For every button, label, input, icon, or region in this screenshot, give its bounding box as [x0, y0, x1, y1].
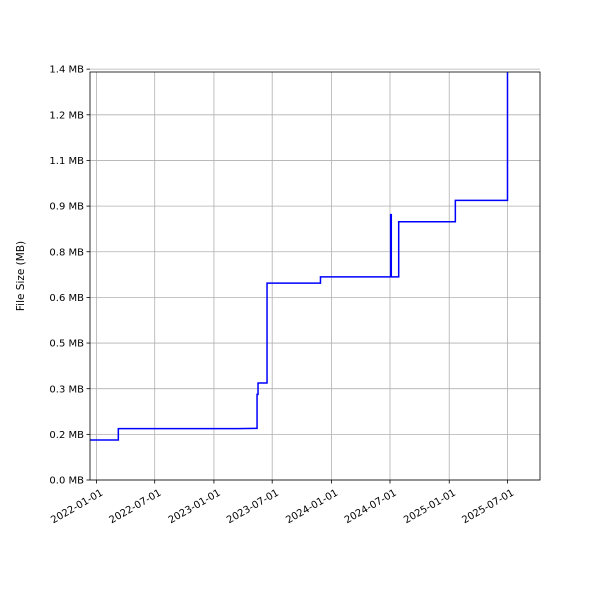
y-tick-label: 1.2 MB: [49, 110, 84, 121]
y-tick-label: 0.2 MB: [49, 430, 84, 441]
series-line-0: [90, 72, 509, 441]
y-tick-label: 1.4 MB: [49, 65, 84, 76]
y-tick-label: 1.1 MB: [49, 156, 84, 167]
x-tick-label: 2023-01-01: [167, 488, 223, 527]
y-axis-label: File Size (MB): [15, 241, 27, 311]
y-tick-label: 0.8 MB: [49, 247, 84, 258]
y-tick-label: 0.6 MB: [49, 293, 84, 304]
x-tick-label: 2022-01-01: [49, 488, 105, 527]
x-tick-label: 2025-01-01: [402, 488, 458, 527]
y-tick-label: 0.9 MB: [49, 202, 84, 213]
x-tick-label: 2022-07-01: [108, 488, 164, 527]
y-tick-label: 0.3 MB: [49, 384, 84, 395]
y-tick-label: 0.5 MB: [49, 339, 84, 350]
x-tick-label: 2024-07-01: [343, 488, 399, 527]
x-tick-label: 2024-01-01: [284, 488, 340, 527]
grid-lines: [90, 68, 540, 481]
x-tick-label: 2023-07-01: [225, 488, 281, 527]
series-layer: [90, 72, 509, 441]
x-tick-label: 2025-07-01: [460, 488, 516, 527]
y-tick-label: 0.0 MB: [49, 476, 84, 487]
y-axis-ticks: 0.0 MB 0.2 MB 0.3 MB 0.5 MB 0.6 MB 0.8 MB 0.9 …: [49, 65, 90, 487]
plot-frame: [89, 71, 541, 481]
x-axis-ticks: 2022-01-01 2022-07-01 2023-01-01 2023-07-01…: [49, 480, 516, 526]
